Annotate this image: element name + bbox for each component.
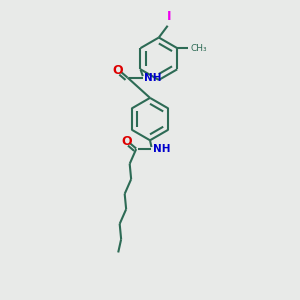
Text: CH₃: CH₃ bbox=[190, 44, 207, 52]
Text: NH: NH bbox=[153, 143, 170, 154]
Text: O: O bbox=[121, 135, 132, 148]
Text: O: O bbox=[112, 64, 123, 77]
Text: I: I bbox=[167, 10, 171, 23]
Text: NH: NH bbox=[144, 73, 162, 82]
